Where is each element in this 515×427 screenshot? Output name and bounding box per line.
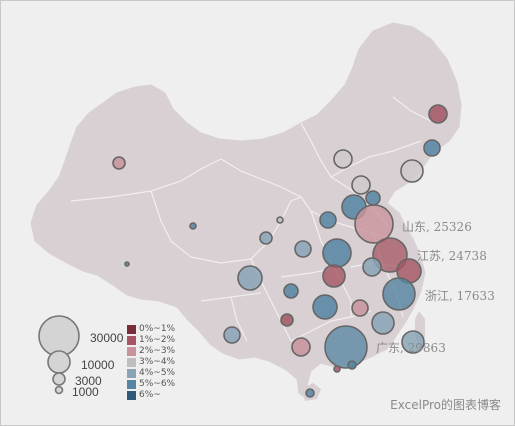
size-legend-circle-1000 [54,385,64,395]
color-legend-item: 5%~6% [127,379,175,389]
color-legend-label: 2%~3% [139,346,176,356]
color-legend-label: 5%~6% [139,379,176,389]
annotation-zhejiang: 浙江, 17633 [425,289,495,303]
bubble-tibet [124,261,130,267]
bubble-guangxi [291,337,311,357]
color-legend-item: 4%~5% [127,368,175,378]
size-legend [38,315,80,395]
bubble-taiwan [401,330,425,354]
bubble-qinghai [189,222,197,230]
color-legend-item: 3%~4% [127,357,175,367]
bubble-ningxia [276,216,284,224]
color-legend-swatch [127,324,136,334]
bubble-guangdong [324,325,368,369]
bubble-tianjin [365,190,381,206]
color-legend-swatch [127,390,136,400]
bubble-jiangxi [351,299,369,317]
color-legend-swatch [127,379,136,389]
size-legend-label-1000: 1000 [72,385,99,399]
bubble-fujian [371,311,395,335]
size-legend-label-30000: 30000 [90,331,124,345]
annotation-guangdong-name: 广东 [376,341,401,355]
bubble-hainan [305,388,315,398]
color-legend-label: 0%~1% [139,324,176,334]
annotation-jiangsu-value: 24738 [448,249,487,263]
color-legend-item: 0%~1% [127,324,175,334]
color-legend-label: 4%~5% [139,368,176,378]
size-legend-label-10000: 10000 [81,358,115,372]
bubble-anhui [362,257,382,277]
bubble-macau [333,365,341,373]
annotation-guangdong-value: 29863 [407,341,446,355]
annotation-shandong-name: 山东 [402,220,427,234]
size-legend-circle-10000 [47,350,71,374]
color-legend-item: 1%~2% [127,335,175,345]
bubble-hubei [322,264,346,288]
bubble-sichuan [237,265,263,291]
bubbles [112,104,448,398]
annotation-shandong: 山东, 25326 [402,220,472,234]
bubble-guizhou [280,313,294,327]
color-legend-swatch [127,346,136,356]
color-legend-swatch [127,368,136,378]
annotation-shandong-value: 25326 [433,220,472,234]
color-legend-item: 6%~ [127,390,161,400]
bubble-jiangsu [372,237,408,273]
bubble-xinjiang [112,156,126,170]
bubble-liaoning [400,159,424,183]
color-legend-label: 6%~ [139,390,161,400]
bubble-chongqing [283,283,299,299]
bubble-yunnan [223,326,241,344]
color-legend-swatch [127,357,136,367]
bubble-shaanxi [294,240,312,258]
bubble-heilongjiang [428,104,448,124]
bubble-gansu [259,231,273,245]
bubble-shanxi [319,211,337,229]
annotation-zhejiang-name: 浙江 [425,289,450,303]
annotation-jiangsu: 江苏, 24738 [417,249,487,263]
bubble-shandong [354,204,394,244]
bubble-hunan [312,294,338,320]
bubble-beijing [351,175,371,195]
bubble-hongkong [347,360,357,370]
annotation-zhejiang-value: 17633 [456,289,495,303]
color-legend-swatch [127,335,136,345]
bubble-inner-mongolia [333,149,353,169]
color-legend-item: 2%~3% [127,346,175,356]
color-legend-label: 1%~2% [139,335,176,345]
size-legend-circle-30000 [38,315,80,357]
bubble-zhejiang [382,277,416,311]
brand-watermark: ExcelPro的图表博客 [390,398,501,412]
bubble-henan [322,238,352,268]
bubble-jilin [423,139,441,157]
size-legend-label-3000: 3000 [75,374,102,388]
color-legend-label: 3%~4% [139,357,176,367]
annotation-jiangsu-name: 江苏 [417,249,442,263]
size-legend-circle-3000 [52,372,66,386]
annotation-guangdong: 广东, 29863 [376,341,446,355]
